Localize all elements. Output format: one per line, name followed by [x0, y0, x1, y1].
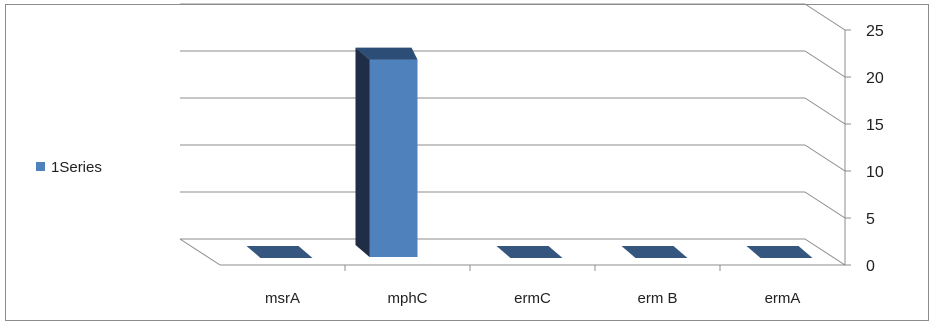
- bar-zero: [621, 246, 688, 258]
- bar-zero: [496, 246, 563, 258]
- legend-label: 1Series: [51, 159, 102, 176]
- y-axis-ticks: 0 5 10 15 20 25: [845, 23, 884, 275]
- gridline-depth: [804, 50, 846, 78]
- x-category-label: erm B: [637, 290, 677, 307]
- bar: [496, 246, 563, 258]
- x-axis-categories: msrA mphC ermC erm B ermA: [265, 290, 800, 307]
- bar-side: [355, 47, 370, 257]
- bar-front: [369, 59, 418, 257]
- gridline-depth: [804, 97, 846, 125]
- floor-left-edge: [179, 238, 221, 266]
- chart-border: [5, 4, 929, 321]
- bars: [246, 47, 813, 258]
- gridline-depth: [804, 191, 846, 219]
- x-category-label: ermA: [765, 290, 801, 307]
- gridlines: [180, 3, 846, 266]
- x-category-label: mphC: [387, 290, 427, 307]
- y-tick-label: 25: [866, 23, 884, 40]
- bar-zero: [746, 246, 813, 258]
- y-tick-label: 15: [866, 117, 884, 134]
- bar-top: [355, 47, 418, 60]
- legend-swatch: [36, 162, 45, 171]
- gridline-depth: [804, 238, 846, 266]
- axes: [179, 30, 846, 271]
- bar: [621, 246, 688, 258]
- bar: [355, 47, 418, 257]
- y-tick-label: 10: [866, 164, 884, 181]
- bar-zero: [246, 246, 313, 258]
- y-tick-label: 20: [866, 70, 884, 87]
- bar: [746, 246, 813, 258]
- y-tick-label: 5: [866, 211, 875, 228]
- bar: [246, 246, 313, 258]
- gridline-depth: [804, 144, 846, 172]
- gridline-depth: [804, 3, 846, 31]
- x-category-label: msrA: [265, 290, 300, 307]
- y-tick-label: 0: [866, 258, 875, 275]
- x-category-label: ermC: [514, 290, 551, 307]
- legend: 1Series: [36, 159, 102, 176]
